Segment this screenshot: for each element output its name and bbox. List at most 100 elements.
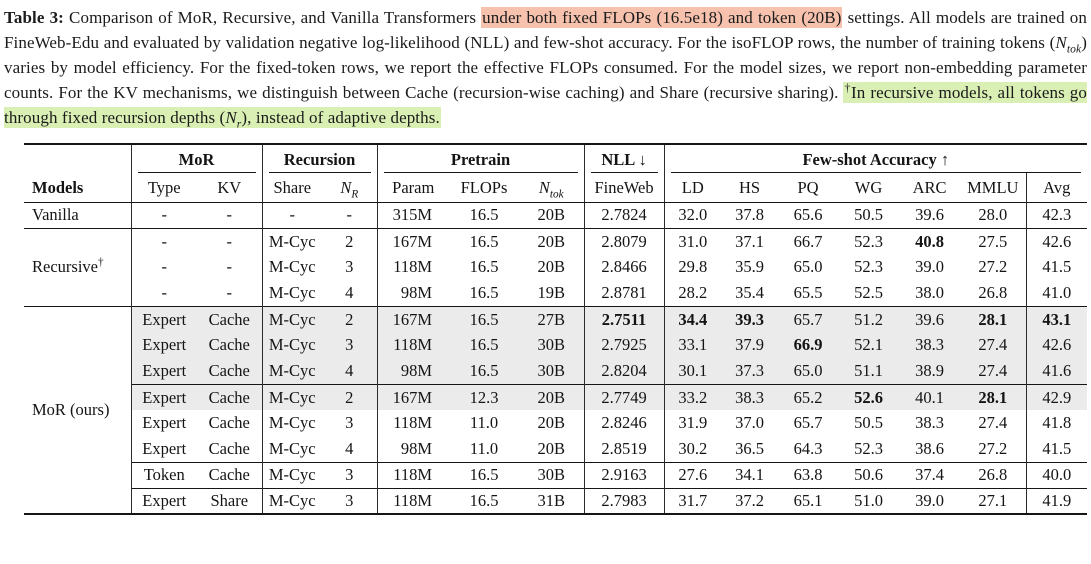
cell-ld: 31.7 [663, 487, 722, 515]
paper-page: Table 3: Comparison of MoR, Recursive, a… [4, 5, 1088, 516]
cell-ntok: 20B [537, 257, 566, 277]
table-row: Expert Cache M-Cyc 3 118M 11.0 20B 2.8246 31.9 37… [24, 410, 1088, 437]
cell-arc: 39.0 [915, 257, 944, 277]
cell-arc: 38.6 [915, 439, 944, 459]
cell-flops: 16.5 [469, 257, 499, 277]
cell-avg: 41.8 [1025, 410, 1088, 437]
cell-param: 98M [376, 358, 449, 385]
cell-nr: 2 [322, 305, 377, 333]
cell-arc: 38.9 [899, 358, 961, 385]
column-header-hs: HS [721, 173, 779, 203]
cell-nr: 3 [322, 461, 377, 489]
cell-nr: 4 [322, 358, 377, 385]
cell-flops: 11.0 [469, 413, 499, 433]
cell-wg: 52.3 [854, 257, 883, 277]
cell-hs: 38.3 [721, 383, 779, 411]
table-row: Token Cache M-Cyc 3 118M 16.5 30B 2.9163 27.6 34.… [24, 461, 1088, 489]
cell-mmlu: 28.0 [978, 205, 1008, 225]
cell-param: 118M [376, 254, 449, 281]
cell-arc: 38.0 [915, 283, 944, 303]
cell-kv: - [226, 257, 233, 277]
cell-param: 167M [376, 383, 449, 411]
cell-avg: 42.3 [1025, 202, 1088, 229]
model-label: Vanilla [32, 205, 79, 225]
model-label: MoR (ours) [24, 305, 131, 515]
column-group-nll: NLL ↓ [583, 144, 665, 174]
cell-flops: 16.5 [449, 358, 519, 385]
table-body: Vanilla - - - -315M 16.5 20B 2.7824 32.0 37.8 65.6… [24, 202, 1088, 515]
results-table: MoR Recursion Pretrain NLL ↓ Few-shot Accura… [24, 143, 1088, 516]
cell-wg: 52.3 [854, 439, 883, 459]
cell-type: - [130, 227, 197, 255]
cell-fineweb: 2.8204 [583, 358, 665, 385]
cell-type: - [130, 280, 197, 307]
cell-mmlu: 27.4 [978, 413, 1008, 433]
cell-kv: Cache [197, 461, 262, 489]
table-caption: Table 3: Comparison of MoR, Recursive, a… [4, 5, 1087, 130]
cell-pq: 65.7 [793, 413, 823, 433]
cell-ntok: 30B [519, 461, 585, 489]
cell-pq: 65.7 [778, 305, 839, 333]
cell-pq: 66.7 [778, 227, 839, 255]
cell-param: 167M [376, 305, 449, 333]
cell-nr: 4 [345, 283, 354, 303]
cell-share: M-Cyc [261, 461, 322, 489]
cell-avg: 42.9 [1025, 383, 1088, 411]
cell-share: M-Cyc [261, 227, 322, 255]
cell-share: M-Cyc [261, 410, 322, 437]
cell-hs: 34.1 [721, 461, 779, 489]
cell-wg: 52.6 [838, 383, 900, 411]
column-header-pq: PQ [778, 173, 839, 203]
cell-kv: Cache [208, 439, 250, 459]
cell-wg: 50.5 [854, 205, 883, 225]
cell-hs: 35.4 [735, 283, 764, 303]
cell-wg: 50.5 [854, 413, 883, 433]
cell-kv: - [197, 227, 262, 255]
cell-kv: Cache [208, 413, 250, 433]
cell-param: 118M [376, 461, 449, 489]
cell-pq: 64.3 [793, 439, 823, 459]
cell-param: 98M [376, 280, 449, 307]
cell-mmlu: 27.2 [978, 439, 1008, 459]
cell-pq: 65.1 [778, 487, 839, 515]
cell-mmlu: 27.4 [960, 358, 1027, 385]
cell-avg: 41.6 [1025, 358, 1088, 385]
column-group-row: MoR Recursion Pretrain NLL ↓ Few-shot Accura… [24, 144, 1088, 174]
cell-hs: 37.8 [735, 205, 764, 225]
cell-nr: 3 [322, 332, 377, 359]
cell-hs: 39.3 [721, 305, 779, 333]
cell-ntok: 20B [537, 413, 566, 433]
cell-fineweb: 2.8246 [583, 410, 665, 437]
table-row: MoR (ours) Expert Cache M-Cyc 2 167M 16.5 27B 2.… [24, 305, 1088, 515]
column-group-recursion: Recursion [261, 144, 377, 174]
cell-mmlu: 28.1 [960, 383, 1027, 411]
column-group-mor: MoR [130, 144, 262, 174]
column-header-wg: WG [838, 173, 900, 203]
cell-hs: 35.9 [735, 257, 764, 277]
column-header-param: Param [376, 173, 449, 203]
cell-ld: 31.9 [663, 410, 722, 437]
cell-share: M-Cyc [261, 280, 322, 307]
cell-fineweb: 2.9163 [583, 461, 665, 489]
cell-nr: 2 [322, 383, 377, 411]
column-header-mmlu: MMLU [960, 173, 1027, 203]
cell-fineweb: 2.7824 [583, 202, 665, 229]
cell-wg: 51.0 [838, 487, 900, 515]
cell-ntok: 20B [537, 439, 566, 459]
cell-type: Expert [130, 332, 197, 359]
cell-ntok: 19B [537, 283, 566, 303]
cell-hs: 37.2 [721, 487, 779, 515]
cell-ld: 28.2 [663, 280, 722, 307]
cell-ntok: 30B [519, 332, 585, 359]
cell-kv: Cache [197, 358, 262, 385]
cell-pq: 65.0 [793, 257, 823, 277]
cell-wg: 50.6 [838, 461, 900, 489]
cell-wg: 52.1 [838, 332, 900, 359]
table-row: Expert Cache M-Cyc 4 98M 16.5 30B 2.8204 30.1 37.… [24, 358, 1088, 385]
cell-ld: 30.2 [663, 436, 722, 463]
cell-pq: 65.6 [793, 205, 823, 225]
cell-share: M-Cyc [261, 305, 322, 333]
cell-hs: 37.9 [721, 332, 779, 359]
cell-type: Token [130, 461, 197, 489]
cell-ld: 33.2 [663, 383, 722, 411]
